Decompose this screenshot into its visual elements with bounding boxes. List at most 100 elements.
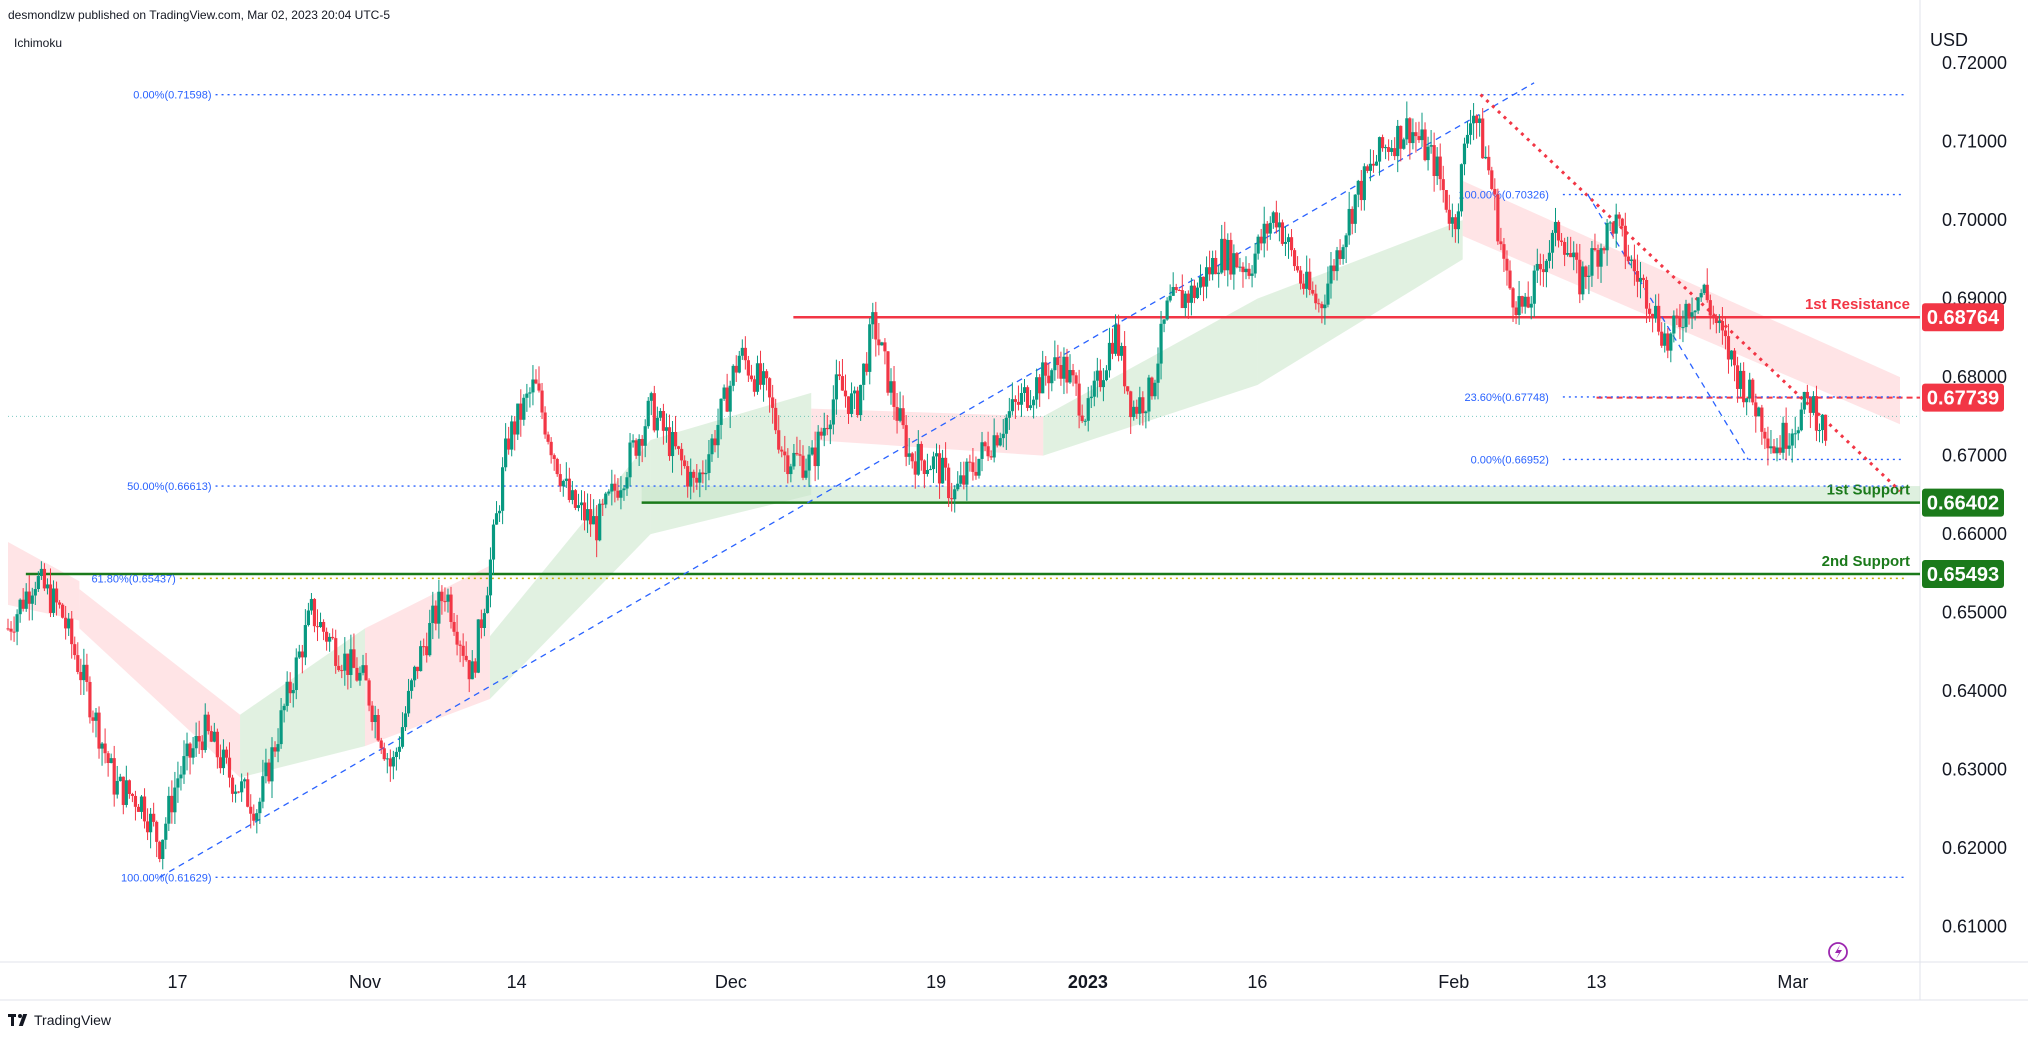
price-tag[interactable]: 0.68764 (1922, 303, 2004, 332)
candle-body (761, 371, 766, 385)
candle-body (810, 447, 814, 455)
cloud-segment (364, 565, 490, 747)
candle-body (695, 477, 699, 483)
candle-body (97, 712, 101, 749)
candle-body (540, 390, 544, 413)
candle-body (355, 667, 359, 681)
candle-body (285, 681, 289, 706)
candle-body (1171, 287, 1175, 296)
candle-body (1174, 287, 1178, 291)
price-tag-text: 0.65493 (1927, 564, 1999, 586)
level-label: 1st Resistance (1805, 296, 1910, 313)
candle-body (831, 399, 835, 425)
candle-body (1317, 303, 1321, 305)
candle-body (476, 619, 480, 673)
candle-body (252, 813, 256, 821)
candle-body (367, 680, 371, 706)
candle-body (852, 390, 857, 394)
candle-body (1808, 397, 1812, 413)
candle-body (1796, 430, 1800, 434)
candle-body (1553, 221, 1558, 233)
candle-body (1329, 265, 1333, 284)
candle-body (828, 424, 832, 430)
candle-body (1532, 270, 1536, 304)
candle-body (561, 480, 565, 487)
candle-body (24, 591, 28, 609)
candle-body (525, 393, 529, 398)
time-tick-label: Feb (1438, 972, 1469, 992)
candle-body (1283, 241, 1288, 244)
candle-body (358, 672, 362, 681)
candle-body (646, 400, 650, 427)
candle-body (1529, 303, 1533, 308)
candle-body (1089, 396, 1093, 399)
candle-body (1138, 397, 1142, 414)
candle-body (1053, 357, 1057, 371)
candle-body (118, 776, 122, 781)
candle-body (1253, 253, 1257, 274)
candle-body (531, 379, 535, 393)
candle-body (1802, 391, 1806, 410)
candle-body (315, 626, 320, 628)
candle-body (701, 472, 705, 475)
candle-body (1402, 139, 1406, 149)
candle-body (528, 392, 532, 394)
candle-body (1484, 156, 1488, 159)
candle-body (1286, 237, 1291, 242)
candle-body (1371, 163, 1376, 166)
candle-body (82, 664, 86, 681)
candle-body (33, 589, 37, 596)
price-tag-bg (1922, 383, 2004, 412)
candle-body (382, 748, 386, 760)
price-tag-bg (1922, 559, 2004, 588)
lightning-icon[interactable] (1828, 942, 1848, 962)
price-tag[interactable]: 0.67739 (1922, 383, 2004, 412)
candle-body (579, 502, 584, 506)
cloud-segment (79, 589, 241, 778)
candle-body (1526, 296, 1530, 308)
candle-body (88, 681, 92, 718)
candle-body (1250, 273, 1254, 276)
candle-body (291, 690, 295, 694)
candle-body (57, 602, 62, 605)
candlesticks (6, 101, 1828, 870)
candle-body (1535, 263, 1539, 271)
candle-body (628, 442, 632, 478)
candle-body (237, 791, 241, 793)
candle-body (1566, 253, 1570, 255)
price-tag[interactable]: 0.65493 (1922, 559, 2004, 588)
candle-body (1805, 391, 1809, 398)
candle-body (655, 417, 659, 431)
candle-body (249, 806, 253, 814)
candle-body (913, 461, 917, 475)
level-label: 1st Support (1827, 482, 1910, 499)
candle-body (1596, 250, 1600, 267)
candle-body (194, 736, 198, 749)
candle-body (843, 390, 848, 397)
candle-body (309, 598, 314, 611)
candle-body (376, 714, 380, 741)
price-tag-text: 0.66402 (1927, 493, 1999, 515)
support-zone (641, 486, 1920, 503)
candle-body (230, 777, 235, 794)
candle-body (258, 801, 262, 814)
candle-body (1787, 445, 1791, 449)
indicator-label[interactable]: Ichimoku (14, 36, 63, 50)
candle-body (1223, 238, 1227, 271)
candle-body (1305, 271, 1309, 289)
candle-body (1811, 396, 1816, 413)
candle-body (1044, 362, 1048, 376)
candle-body (610, 483, 614, 492)
candle-body (1478, 118, 1482, 123)
candle-body (1390, 148, 1394, 152)
price-tag[interactable]: 0.66402 (1922, 488, 2004, 517)
candle-body (749, 375, 754, 380)
candle-body (1754, 402, 1758, 417)
candle-body (1338, 250, 1342, 259)
candle-body (1714, 316, 1718, 324)
price-tick-label: 0.64000 (1942, 681, 2007, 701)
trendlines (159, 82, 1902, 878)
price-tick-label: 0.63000 (1942, 760, 2007, 780)
candle-body (698, 472, 702, 483)
